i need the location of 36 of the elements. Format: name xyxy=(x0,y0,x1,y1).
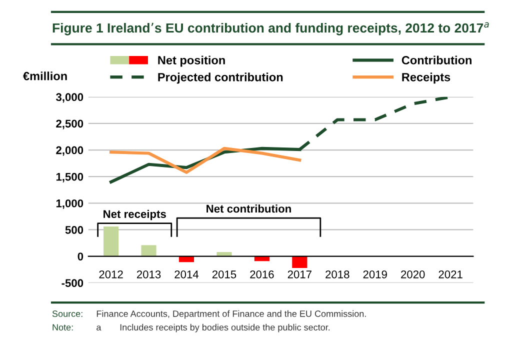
x-tick-label: 2016 xyxy=(250,270,274,278)
y-tick-label: 1,000 xyxy=(56,199,84,209)
x-tick-label: 2012 xyxy=(99,270,123,278)
legend-label: Receipts xyxy=(402,72,450,84)
y-tick-label: -500 xyxy=(62,279,84,288)
chart-title: Figure 1 Ireland’s EU contribution and funding receipts, 2012 to 2017$^{a}$ xyxy=(52,22,489,36)
line-series xyxy=(110,146,302,174)
x-tick-label: 2017 xyxy=(288,270,312,278)
bar xyxy=(141,245,156,256)
y-tick-label: 500 xyxy=(65,226,84,234)
bar xyxy=(103,226,119,256)
annotation: Net receipts xyxy=(104,210,166,220)
x-tick-label: 2014 xyxy=(174,270,199,278)
x-tick-label: 2013 xyxy=(136,270,161,278)
text: Note: xyxy=(52,324,73,331)
source-note: Source: xyxy=(52,310,82,317)
annotation: Net contribution xyxy=(206,204,291,213)
x-tick-label: 2020 xyxy=(401,270,425,278)
x-tick-label: 2019 xyxy=(363,270,387,278)
text: Finance Accounts, Department of Finance and the EU Commission. xyxy=(96,310,366,319)
text: Includes receipts by bodies outside the public sector. xyxy=(120,324,330,332)
y-tick-label: 3,000 xyxy=(56,93,84,103)
legend-label: Projected contribution xyxy=(158,72,283,84)
bar xyxy=(292,256,308,268)
bar xyxy=(216,252,232,256)
legend-label: Contribution xyxy=(402,56,472,64)
legend-label: Net position xyxy=(158,56,225,67)
y-axis-title: €million xyxy=(23,72,67,80)
x-tick-label: 2015 xyxy=(212,270,236,278)
text: a xyxy=(96,326,102,331)
y-tick-label: 2,000 xyxy=(56,146,84,156)
x-tick-label: 2018 xyxy=(326,270,350,278)
y-tick-label: 1,500 xyxy=(56,172,84,182)
y-tick-label: 2,500 xyxy=(56,120,84,130)
y-tick-label: 0 xyxy=(78,252,84,260)
x-tick-label: 2021 xyxy=(438,270,462,278)
